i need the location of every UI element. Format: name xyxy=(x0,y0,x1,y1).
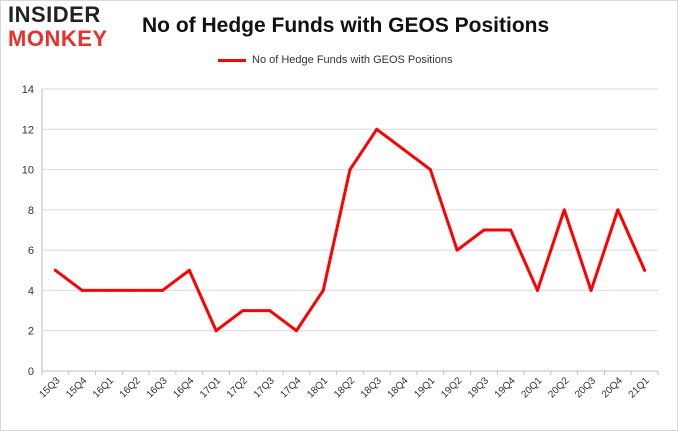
x-tick-label-19Q1: 19Q1 xyxy=(412,375,437,400)
legend-label: No of Hedge Funds with GEOS Positions xyxy=(252,54,453,66)
y-tick-label-7: 14 xyxy=(22,84,34,96)
data-point-15Q3 xyxy=(53,268,57,272)
data-point-18Q2 xyxy=(348,168,352,172)
x-tick-label-20Q3: 20Q3 xyxy=(573,375,598,400)
axes xyxy=(41,89,659,375)
x-tick-label-19Q2: 19Q2 xyxy=(439,375,464,400)
data-point-18Q4 xyxy=(402,147,406,151)
y-tick-label-3: 6 xyxy=(28,245,34,257)
y-tick-labels: 0 2 4 6 8 10 12 14 xyxy=(22,84,34,378)
data-point-16Q1 xyxy=(107,288,111,292)
x-tick-label-17Q2: 17Q2 xyxy=(225,375,250,400)
legend-swatch xyxy=(218,58,246,62)
logo-line-2: MONKEY xyxy=(8,26,108,51)
data-point-19Q2 xyxy=(455,248,459,252)
data-point-20Q3 xyxy=(589,288,593,292)
chart-title: No of Hedge Funds with GEOS Positions xyxy=(142,14,550,37)
data-point-20Q2 xyxy=(562,208,566,212)
data-point-18Q3 xyxy=(375,127,379,131)
x-tick-label-20Q4: 20Q4 xyxy=(600,375,625,400)
x-tick-label-19Q3: 19Q3 xyxy=(466,375,491,400)
data-point-18Q1 xyxy=(321,288,325,292)
data-point-17Q2 xyxy=(241,309,245,313)
x-tick-label-20Q1: 20Q1 xyxy=(520,375,545,400)
y-tick-label-2: 4 xyxy=(28,285,34,297)
x-tick-label-18Q1: 18Q1 xyxy=(305,375,330,400)
data-point-19Q1 xyxy=(428,168,432,172)
x-tick-label-15Q3: 15Q3 xyxy=(37,375,62,400)
x-tick-label-16Q3: 16Q3 xyxy=(145,375,170,400)
x-tick-label-17Q3: 17Q3 xyxy=(252,375,277,400)
x-tick-label-16Q2: 16Q2 xyxy=(118,375,143,400)
x-tick-label-17Q4: 17Q4 xyxy=(278,375,303,400)
x-tick-label-17Q1: 17Q1 xyxy=(198,375,223,400)
y-tick-label-1: 2 xyxy=(28,326,34,338)
x-tick-label-20Q2: 20Q2 xyxy=(546,375,571,400)
insider-monkey-logo: INSIDER MONKEY xyxy=(8,4,126,50)
data-point-21Q1 xyxy=(643,268,647,272)
x-tick-label-16Q4: 16Q4 xyxy=(171,375,196,400)
x-tick-label-19Q4: 19Q4 xyxy=(493,375,518,400)
series-line-0 xyxy=(53,127,647,333)
data-point-20Q1 xyxy=(535,288,539,292)
x-tick-label-15Q4: 15Q4 xyxy=(64,375,89,400)
x-tick-label-16Q1: 16Q1 xyxy=(91,375,116,400)
data-point-16Q4 xyxy=(187,268,191,272)
data-point-20Q4 xyxy=(616,208,620,212)
y-tick-label-0: 0 xyxy=(28,366,34,378)
data-point-16Q2 xyxy=(134,288,138,292)
x-tick-label-18Q3: 18Q3 xyxy=(359,375,384,400)
data-point-17Q4 xyxy=(294,329,298,333)
data-point-17Q1 xyxy=(214,329,218,333)
data-point-16Q3 xyxy=(161,288,165,292)
y-tick-label-6: 12 xyxy=(22,124,34,136)
data-point-17Q3 xyxy=(268,309,272,313)
x-tick-label-21Q1: 21Q1 xyxy=(627,375,652,400)
y-tick-label-4: 8 xyxy=(28,205,34,217)
logo-line-1: INSIDER xyxy=(8,2,101,27)
data-point-19Q3 xyxy=(482,228,486,232)
data-point-19Q4 xyxy=(509,228,513,232)
chart-legend: No of Hedge Funds with GEOS Positions xyxy=(218,54,453,66)
series-lines xyxy=(53,127,647,333)
grid-lines xyxy=(42,88,658,372)
x-tick-label-18Q4: 18Q4 xyxy=(386,375,411,400)
data-point-15Q4 xyxy=(80,288,84,292)
x-tick-labels: 15Q3 15Q4 16Q1 16Q2 16Q3 16Q4 17Q1 17Q2 17Q3 17Q4… xyxy=(37,375,652,400)
x-tick-label-18Q2: 18Q2 xyxy=(332,375,357,400)
y-tick-label-5: 10 xyxy=(22,165,34,177)
